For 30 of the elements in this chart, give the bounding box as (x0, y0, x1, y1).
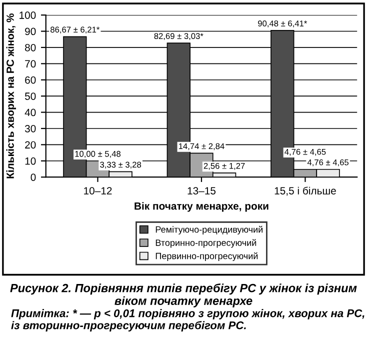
x-tick-label: 10–12 (84, 187, 112, 194)
data-label: 90,48 ± 6,41* (258, 20, 308, 28)
data-label: 4,76 ± 4,65 (284, 148, 326, 156)
y-tick-label: 40 (24, 108, 36, 116)
text: Примітка: * — p < 0,01 порівняно з групою жінок, хворих на РС, із вторинно-прогресуючим перебігом РС. (11, 309, 364, 332)
y-tick-label: 10 (25, 157, 36, 165)
y-tick-label: 20 (25, 141, 36, 149)
data-label: 82,69 ± 3,03* (154, 33, 204, 40)
y-tick-label: 30 (24, 124, 36, 132)
y-tick-label: 100 (20, 12, 36, 19)
data-label: 4,76 ± 4,65 (307, 159, 349, 166)
y-tick-label: 0 (30, 174, 36, 181)
data-label: 10,00 ± 5,48 (75, 150, 121, 158)
x-axis-title: Вік початку менархе, роки (134, 202, 268, 212)
data-label: 3,33 ± 3,28 (100, 162, 142, 169)
y-tick-label: 80 (25, 44, 36, 52)
text: Рисунок 2. Порівняння типів перебігу РС у жінок із різним віком початку менархе (10, 284, 357, 308)
legend-label: Ремітуючо-рецидивуючий (156, 226, 262, 234)
data-label: 2,56 ± 1,27 (204, 162, 245, 170)
y-tick-label: 60 (25, 76, 36, 84)
data-label: 14,74 ± 2,84 (178, 143, 224, 150)
x-tick-label: 13–15 (188, 187, 216, 194)
y-tick-label: 50 (24, 92, 36, 100)
legend-label: Вторинно-прогресуючий (156, 239, 256, 248)
y-tick-label: 90 (25, 28, 36, 36)
y-axis-title: Кількість хворих на РС жінок, % (6, 13, 16, 178)
data-label: 86,67 ± 6,21* (50, 26, 100, 34)
legend-label: Первинно-прогресуючий (156, 252, 258, 261)
y-tick-label: 70 (25, 60, 36, 68)
x-tick-label: 15,5 і більше (274, 186, 336, 196)
